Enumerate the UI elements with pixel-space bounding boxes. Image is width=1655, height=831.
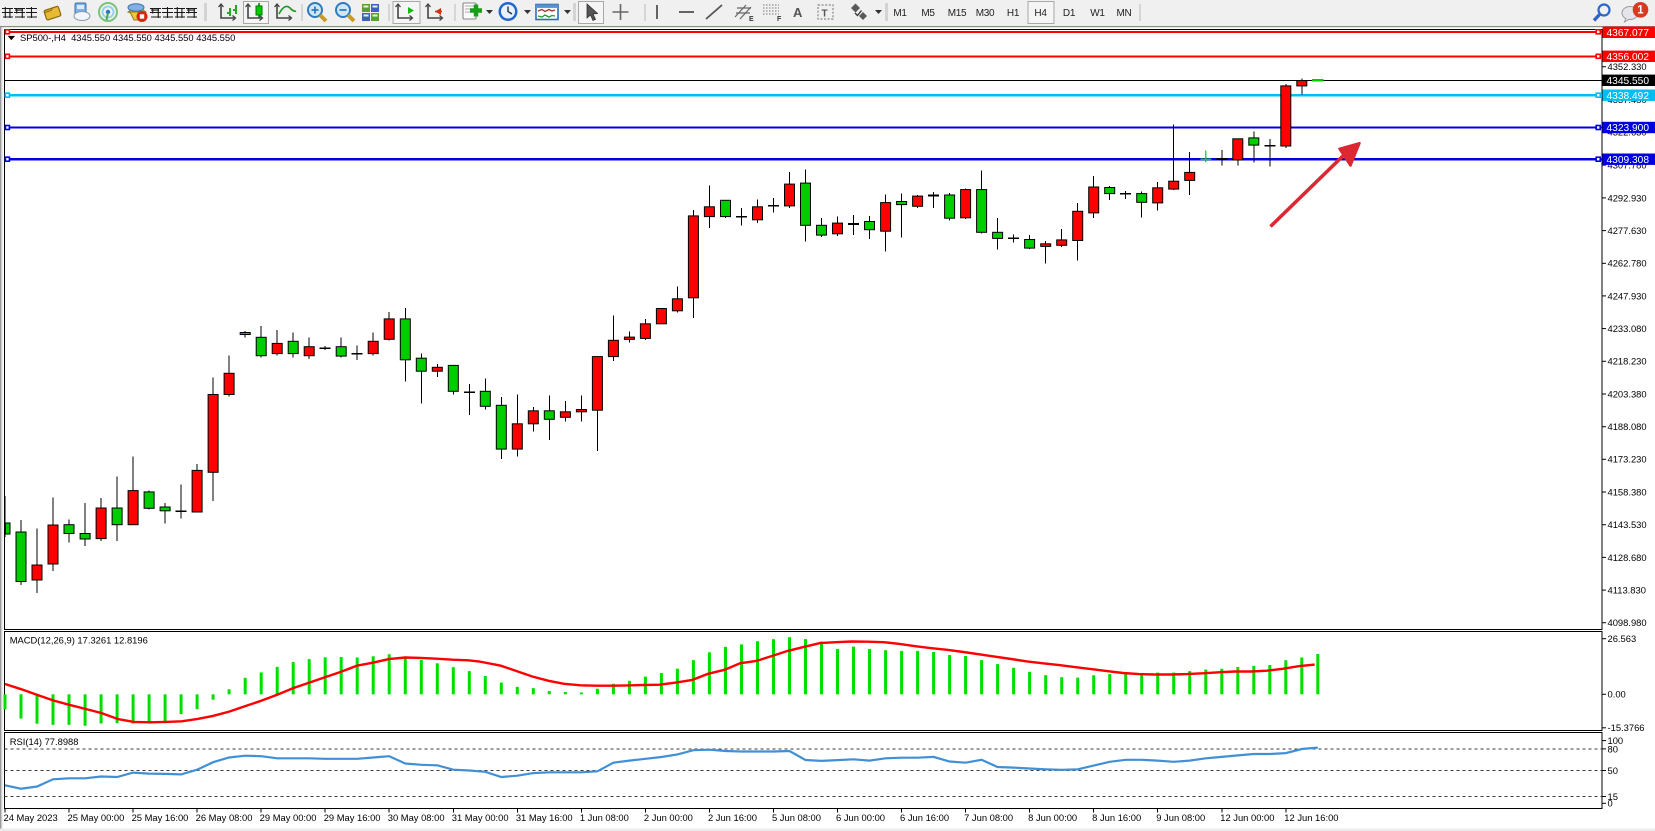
svg-text:RSI(14) 77.8988: RSI(14) 77.8988 [10, 736, 79, 747]
svg-text:4338.492: 4338.492 [1607, 91, 1650, 102]
svg-text:4158.380: 4158.380 [1608, 486, 1647, 497]
svg-text:4367.077: 4367.077 [1607, 28, 1650, 39]
svg-text:30 May 08:00: 30 May 08:00 [388, 812, 445, 823]
svg-text:4345.550: 4345.550 [1607, 76, 1650, 87]
svg-text:E: E [749, 16, 754, 23]
svg-text:8 Jun 00:00: 8 Jun 00:00 [1028, 812, 1077, 823]
svg-text:4173.230: 4173.230 [1608, 454, 1647, 465]
svg-text:4352.330: 4352.330 [1608, 61, 1647, 72]
svg-text:1 Jun 08:00: 1 Jun 08:00 [580, 812, 629, 823]
svg-text:4113.830: 4113.830 [1608, 584, 1646, 595]
svg-text:4307.780: 4307.780 [1608, 160, 1647, 171]
svg-text:4188.080: 4188.080 [1608, 421, 1647, 432]
svg-text:A: A [793, 5, 803, 20]
svg-text:4233.080: 4233.080 [1608, 323, 1647, 334]
svg-text:4128.680: 4128.680 [1608, 552, 1647, 563]
svg-text:31 May 16:00: 31 May 16:00 [516, 812, 573, 823]
svg-text:7 Jun 08:00: 7 Jun 08:00 [964, 812, 1013, 823]
svg-text:M5: M5 [921, 8, 935, 19]
svg-text:4098.980: 4098.980 [1608, 617, 1647, 628]
svg-text:100: 100 [1608, 735, 1624, 746]
svg-text:T: T [822, 9, 828, 20]
svg-text:6 Jun 16:00: 6 Jun 16:00 [900, 812, 949, 823]
svg-text:31 May 00:00: 31 May 00:00 [452, 812, 509, 823]
svg-text:4203.380: 4203.380 [1608, 388, 1647, 399]
svg-text:MN: MN [1117, 8, 1132, 19]
svg-text:H4: H4 [1034, 8, 1047, 19]
svg-text:9 Jun 08:00: 9 Jun 08:00 [1156, 812, 1205, 823]
svg-text:4262.780: 4262.780 [1608, 258, 1647, 269]
svg-text:29 May 16:00: 29 May 16:00 [324, 812, 381, 823]
svg-text:D1: D1 [1063, 8, 1076, 19]
svg-text:0: 0 [1608, 798, 1613, 809]
svg-text:4356.002: 4356.002 [1607, 52, 1650, 63]
svg-text:4277.630: 4277.630 [1608, 225, 1647, 236]
svg-text:M30: M30 [976, 8, 995, 19]
svg-text:6 Jun 00:00: 6 Jun 00:00 [836, 812, 885, 823]
svg-text:M1: M1 [893, 8, 907, 19]
svg-text:4143.530: 4143.530 [1608, 519, 1647, 530]
svg-text:MACD(12,26,9) 17.3261 12.8196: MACD(12,26,9) 17.3261 12.8196 [10, 635, 148, 646]
svg-text:12 Jun 00:00: 12 Jun 00:00 [1220, 812, 1274, 823]
svg-text:5 Jun 08:00: 5 Jun 08:00 [772, 812, 821, 823]
svg-text:0.00: 0.00 [1608, 689, 1626, 700]
svg-text:1: 1 [1637, 5, 1644, 17]
svg-text:15: 15 [1608, 791, 1618, 802]
svg-text:50: 50 [1608, 765, 1618, 776]
svg-text:SP500-,H4 4345.550 4345.550 4: SP500-,H4 4345.550 4345.550 4345.550 434… [20, 32, 235, 43]
svg-text:4247.930: 4247.930 [1608, 290, 1647, 301]
svg-text:H1: H1 [1007, 8, 1020, 19]
svg-text:12 Jun 16:00: 12 Jun 16:00 [1284, 812, 1338, 823]
svg-text:2 Jun 00:00: 2 Jun 00:00 [644, 812, 693, 823]
svg-text:26.563: 26.563 [1608, 633, 1637, 644]
svg-text:8 Jun 16:00: 8 Jun 16:00 [1092, 812, 1141, 823]
svg-text:80: 80 [1608, 743, 1618, 754]
svg-text:25 May 16:00: 25 May 16:00 [132, 812, 189, 823]
svg-text:4218.230: 4218.230 [1608, 356, 1647, 367]
svg-text:M15: M15 [948, 8, 967, 19]
svg-text:24 May 2023: 24 May 2023 [4, 812, 58, 823]
svg-text:4309.308: 4309.308 [1607, 155, 1650, 166]
svg-text:4323.900: 4323.900 [1607, 123, 1650, 134]
svg-text:4292.930: 4292.930 [1608, 192, 1647, 203]
svg-text:W1: W1 [1090, 8, 1105, 19]
svg-text:-15.3766: -15.3766 [1608, 722, 1645, 733]
svg-text:26 May 08:00: 26 May 08:00 [196, 812, 253, 823]
svg-text:2 Jun 16:00: 2 Jun 16:00 [708, 812, 757, 823]
svg-text:F: F [777, 16, 782, 23]
svg-text:29 May 00:00: 29 May 00:00 [260, 812, 317, 823]
svg-text:25 May 00:00: 25 May 00:00 [68, 812, 125, 823]
